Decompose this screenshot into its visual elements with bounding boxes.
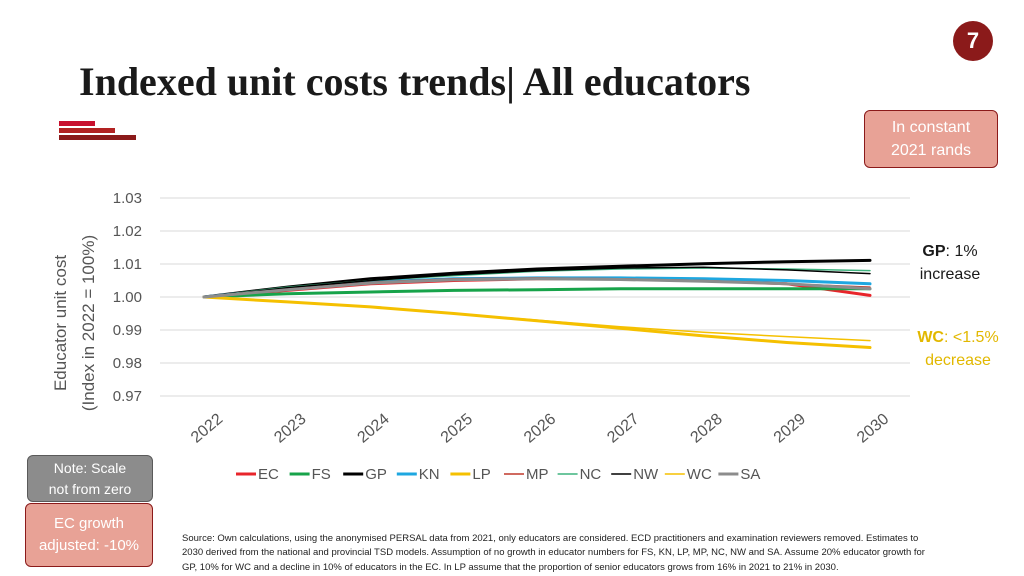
badge-line: Note: Scale	[53, 460, 127, 477]
legend-label-ec: EC	[258, 466, 279, 483]
gp-annotation-line2: increase	[919, 266, 981, 284]
wc-annotation-label: WC	[917, 329, 944, 346]
y-axis-label: (Index in 2022 = 100%)	[79, 235, 98, 411]
gp-annotation-value: : 1%	[945, 243, 978, 260]
wc-annotation: WC: <1.5% decrease	[908, 326, 1008, 372]
badge-line: In constant	[891, 118, 971, 136]
x-tick-label: 2024	[355, 411, 393, 447]
legend-label-sa: SA	[740, 466, 760, 483]
badge-line: not from zero	[48, 480, 132, 497]
x-tick-label: 2022	[188, 411, 226, 447]
wc-annotation-line2: decrease	[925, 352, 991, 370]
wc-annotation-value: : <1.5%	[943, 329, 999, 346]
source-line: Source: Own calculations, using the anon…	[182, 533, 919, 544]
legend-label-wc: WC	[687, 466, 712, 483]
constant-rands-badge: In constant 2021 rands	[864, 110, 998, 168]
series-line-fs	[202, 287, 872, 299]
legend-label-gp: GP	[365, 466, 387, 483]
y-axis-label: Educator unit cost	[51, 255, 70, 391]
legend-label-mp: MP	[526, 466, 549, 483]
y-tick-label: 1.02	[113, 223, 142, 240]
x-tick-label: 2030	[854, 411, 892, 447]
x-tick-label: 2027	[604, 411, 642, 447]
source-line: GP, 10% for WC and a decline in 10% of e…	[182, 561, 839, 573]
legend-label-nw: NW	[633, 466, 659, 483]
source-note: Source: Own calculations, using the anon…	[182, 532, 1002, 575]
x-tick-label: 2029	[771, 411, 809, 447]
series-line-wc	[203, 296, 871, 342]
y-tick-label: 0.98	[113, 355, 142, 372]
page-title: Indexed unit costs trends| All educators	[79, 59, 751, 104]
y-tick-label: 1.01	[113, 256, 142, 273]
page-number-badge: 7	[953, 21, 993, 61]
legend-label-fs: FS	[312, 466, 331, 483]
x-tick-label: 2026	[521, 411, 559, 447]
badge-line: 2021 rands	[890, 142, 972, 159]
y-tick-label: 1.03	[113, 190, 142, 207]
badge-line: EC growth	[53, 515, 124, 533]
series-line-sa	[202, 277, 872, 299]
x-tick-label: 2025	[438, 411, 476, 447]
y-tick-label: 0.97	[113, 388, 142, 405]
badge-line: adjusted: -10%	[38, 537, 140, 554]
scale-note-badge: Note: Scale not from zero	[27, 455, 153, 502]
y-tick-label: 0.99	[113, 322, 142, 339]
x-tick-label: 2023	[271, 411, 309, 447]
y-tick-label: 1.00	[113, 289, 142, 306]
legend-label-kn: KN	[419, 466, 440, 483]
series-line-nw	[203, 266, 871, 298]
gp-annotation: GP: 1% increase	[912, 240, 988, 286]
legend-label-lp: LP	[472, 466, 490, 483]
series-line-lp	[202, 295, 872, 349]
source-line: 2030 derived from the national and provi…	[182, 547, 925, 559]
ec-growth-badge: EC growth adjusted: -10%	[25, 503, 153, 567]
gp-annotation-label: GP	[922, 243, 946, 260]
legend-label-nc: NC	[580, 466, 602, 483]
x-tick-label: 2028	[688, 411, 726, 447]
